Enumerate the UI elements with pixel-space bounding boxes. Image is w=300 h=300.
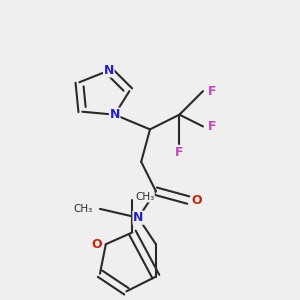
Text: F: F	[175, 146, 184, 159]
Text: CH₃: CH₃	[135, 192, 154, 202]
Text: N: N	[103, 64, 114, 77]
Text: N: N	[110, 108, 120, 121]
Text: O: O	[192, 194, 203, 207]
Text: F: F	[208, 120, 216, 133]
Text: F: F	[208, 85, 216, 98]
Text: N: N	[133, 211, 143, 224]
Text: CH₃: CH₃	[73, 204, 93, 214]
Text: O: O	[92, 238, 102, 251]
